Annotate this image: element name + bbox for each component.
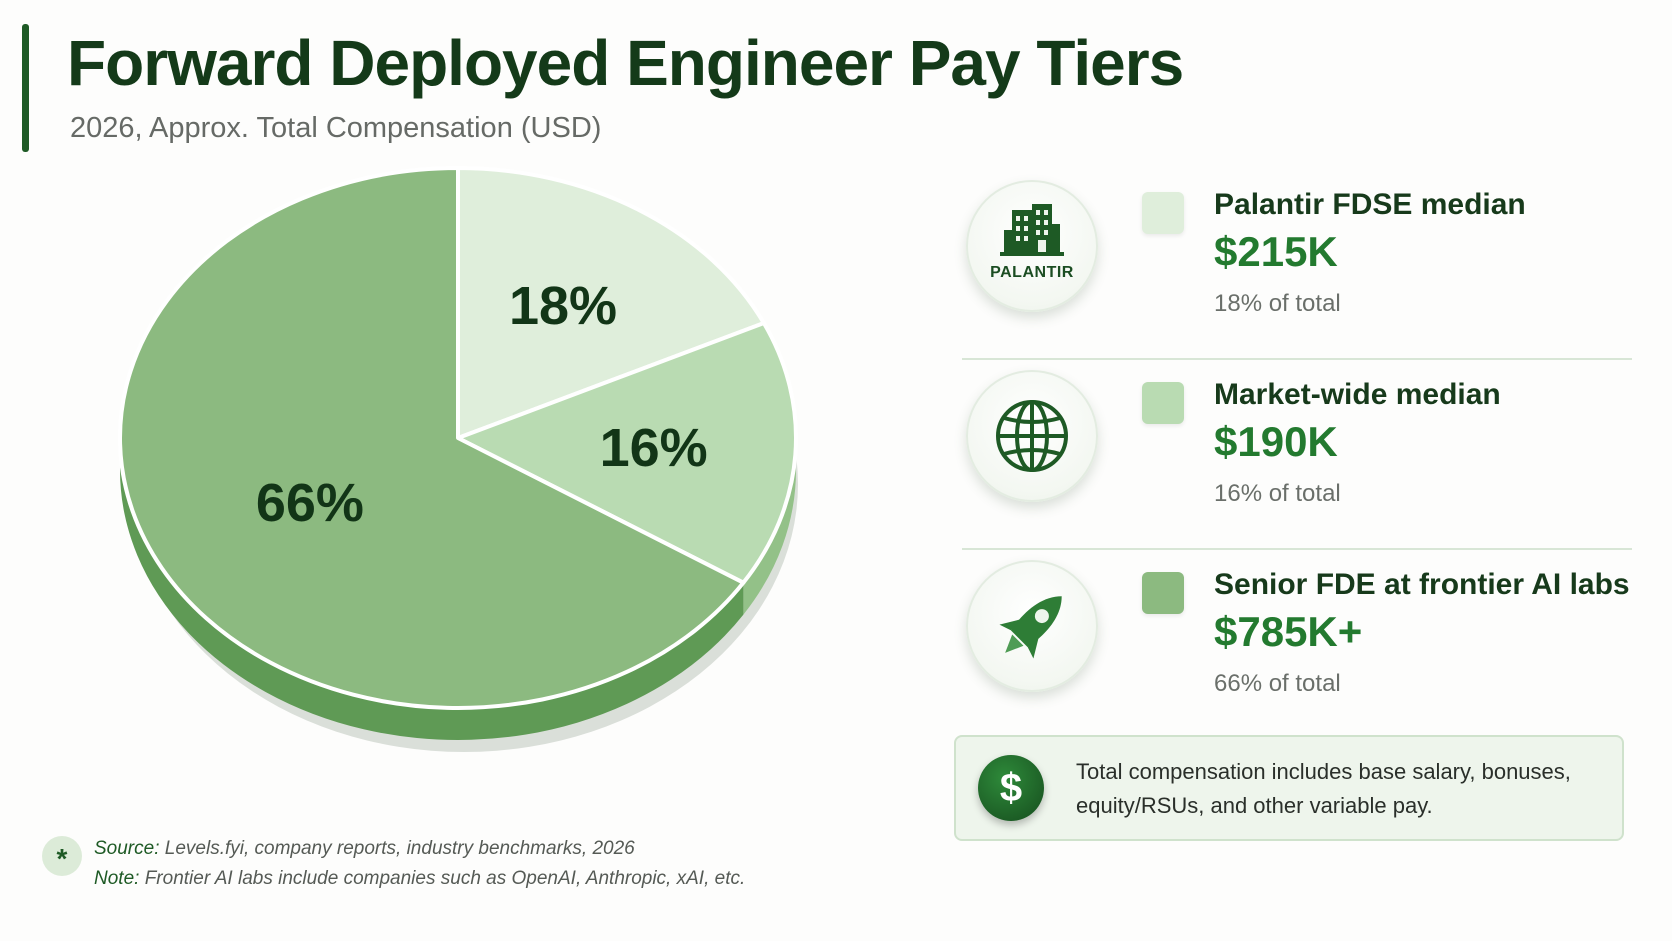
note-footnote: Note: Frontier AI labs include companies…: [94, 868, 745, 890]
pie-slice-label: 16%: [600, 418, 708, 478]
globe-icon: [996, 400, 1068, 472]
globe-badge: [966, 370, 1098, 502]
source-key: Source:: [94, 838, 160, 859]
pie-slice: [118, 166, 746, 710]
note-key: Note:: [94, 868, 140, 889]
legend-swatch: [1142, 572, 1184, 614]
palantir-icon-label: PALANTIR: [990, 264, 1074, 281]
pie-slice-side: [743, 438, 796, 615]
rocket-badge: [966, 560, 1098, 692]
building-icon: [1000, 204, 1064, 256]
compensation-note: $ Total compensation includes base salar…: [954, 735, 1624, 841]
legend-share: 18% of total: [1214, 290, 1341, 317]
page-title: Forward Deployed Engineer Pay Tiers: [67, 27, 1184, 99]
page-subtitle: 2026, Approx. Total Compensation (USD): [70, 112, 602, 144]
legend: PALANTIR Palantir FDSE median $215K 18% …: [962, 170, 1632, 738]
legend-label: Senior FDE at frontier AI labs: [1214, 568, 1630, 601]
pie-chart: 18% 16% 66%: [100, 160, 880, 820]
asterisk-icon: *: [42, 836, 82, 876]
note-text: Frontier AI labs include companies such …: [144, 868, 746, 889]
title-accent-bar: [22, 24, 29, 152]
legend-share: 66% of total: [1214, 670, 1341, 697]
dollar-icon: $: [978, 755, 1044, 821]
pie-slice-label: 66%: [256, 473, 364, 533]
legend-swatch: [1142, 382, 1184, 424]
legend-swatch: [1142, 192, 1184, 234]
pie-slice: [456, 166, 766, 440]
pie-chart-svg: 18% 16% 66%: [118, 166, 798, 752]
legend-value: $190K: [1214, 418, 1338, 465]
source-footnote: Source: Levels.fyi, company reports, ind…: [94, 838, 635, 860]
palantir-badge: PALANTIR: [966, 180, 1098, 312]
legend-item-market: Market-wide median $190K 16% of total: [962, 358, 1632, 548]
compensation-note-text: Total compensation includes base salary,…: [1076, 759, 1571, 818]
source-text: Levels.fyi, company reports, industry be…: [164, 838, 635, 859]
pie-slice: [456, 321, 798, 585]
rocket-icon: [999, 596, 1062, 659]
legend-item-palantir: PALANTIR Palantir FDSE median $215K 18% …: [962, 170, 1632, 358]
legend-share: 16% of total: [1214, 480, 1341, 507]
legend-label: Palantir FDSE median: [1214, 188, 1526, 221]
legend-label: Market-wide median: [1214, 378, 1501, 411]
pie-slice-label: 18%: [509, 276, 617, 336]
legend-value: $215K: [1214, 228, 1338, 275]
legend-item-frontier: Senior FDE at frontier AI labs $785K+ 66…: [962, 548, 1632, 738]
legend-value: $785K+: [1214, 608, 1363, 655]
